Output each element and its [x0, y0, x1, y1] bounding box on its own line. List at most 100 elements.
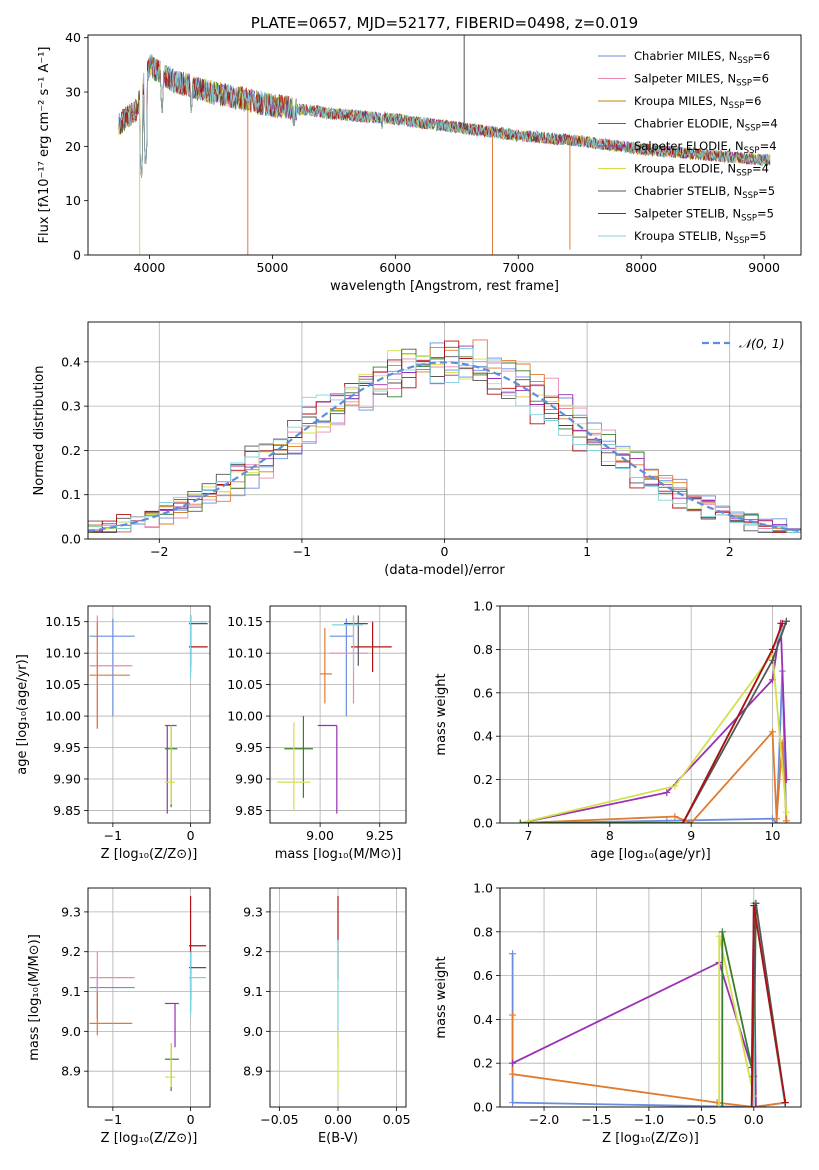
- spectrum-xtick-label: 5000: [256, 260, 288, 275]
- legend-entry: Chabrier ELODIE, NSSP=4: [634, 117, 778, 134]
- weight_vs_Z-marker: [509, 950, 517, 958]
- mass_vs_Z-ytick-label: 8.9: [61, 1064, 81, 1079]
- residuals-legend-label: 𝒩(0, 1): [739, 336, 785, 351]
- legend-tail: =4: [760, 139, 777, 153]
- spectrum-ytick-label: 0: [73, 248, 81, 263]
- weight_vs_Z-xtick-label: −1.0: [634, 1112, 664, 1127]
- age_vs_Z-xlabel: Z [log₁₀(Z/Z⊙)]: [101, 847, 198, 862]
- age_vs_mass-frame: [269, 605, 407, 824]
- age_vs_Z-xtick-label: −1: [104, 828, 122, 843]
- mass_vs_Z-frame: [87, 887, 211, 1108]
- weight_vs_age-marker: [769, 728, 777, 736]
- age_vs_mass-ytick-label: 9.85: [235, 803, 263, 818]
- legend-tail: =6: [744, 94, 761, 108]
- weight_vs_age-marker: [782, 817, 790, 823]
- mass_vs_Z-axes: −1 0 8.9 9.0 9.1 9.2 9.3: [61, 888, 210, 1127]
- weight_vs_Z-xtick-label: −2.0: [529, 1112, 559, 1127]
- weight_vs_Z-ytick-label: 0.0: [473, 1100, 493, 1115]
- weight_vs_age-frame: [499, 605, 802, 824]
- legend-entry: Chabrier MILES, NSSP=6: [634, 49, 770, 66]
- age_vs_mass-xtick-label: 9.25: [366, 828, 394, 843]
- weight_vs_Z-marker: [748, 1103, 756, 1107]
- weight_vs_Z-xtick-label: −0.5: [686, 1112, 716, 1127]
- spectrum-ytick-label: 30: [65, 85, 81, 100]
- residuals-hists: [88, 339, 801, 533]
- residuals-xlabel: (data-model)/error: [384, 563, 505, 578]
- weight_vs_Z-marker: [781, 1099, 789, 1107]
- legend-sub: SSP: [742, 191, 758, 201]
- age_vs_mass-xlabel: mass [log₁₀(M/M⊙)]: [275, 847, 402, 862]
- legend-tail: =4: [752, 162, 769, 176]
- weight_vs_age-ytick-label: 0.0: [473, 816, 493, 831]
- spectrum-xlabel: wavelength [Angstrom, rest frame]: [330, 279, 559, 294]
- weight_vs_age-ytick-label: 0.4: [473, 729, 493, 744]
- legend-tail: =5: [757, 207, 774, 221]
- age_vs_mass-axes: 9.00 9.25 9.85 9.90 9.95 10.00 10.05 10.10 10.15: [227, 606, 406, 843]
- mass_vs_Z-ytick-label: 9.1: [61, 984, 81, 999]
- age_vs_Z-ytick-label: 9.90: [53, 771, 81, 786]
- mass_vs_Z-ytick-label: 9.0: [61, 1024, 81, 1039]
- legend-text: Salpeter ELODIE, N: [634, 139, 744, 153]
- legend-text: Salpeter MILES, N: [634, 72, 736, 86]
- weight_vs_age-xtick-label: 8: [606, 828, 614, 843]
- mass_vs_Z-xtick-label: −1: [104, 1112, 122, 1127]
- mass_vs_Z-points: [89, 895, 207, 1092]
- legend-sub: SSP: [736, 79, 752, 89]
- mass_vs_EBV-ytick-label: 9.3: [243, 904, 263, 919]
- legend-entry: Salpeter MILES, NSSP=6: [634, 72, 769, 89]
- mass_vs_EBV-frame: [269, 887, 407, 1108]
- weight_vs_age-marker: [769, 645, 777, 653]
- weight_vs_Z-marker: [509, 1059, 517, 1067]
- legend-text: Chabrier STELIB, N: [634, 184, 742, 198]
- weight_vs_Z-marker: [509, 1070, 517, 1078]
- weight_vs_Z-marker: [715, 1103, 723, 1107]
- legend-text: Kroupa MILES, N: [634, 94, 729, 108]
- residuals-ytick-label: 0.3: [61, 399, 81, 414]
- weight_vs_age-marker: [663, 817, 671, 823]
- mass_vs_EBV-xtick-label: 0.00: [324, 1112, 352, 1127]
- mass_vs_EBV-ytick-label: 9.1: [243, 984, 263, 999]
- residuals-ytick-label: 0.1: [61, 487, 81, 502]
- mass_vs_EBV-ytick-label: 9.2: [243, 944, 263, 959]
- residuals-ylabel: Normed distribution: [32, 366, 47, 496]
- legend-sub: SSP: [744, 146, 760, 156]
- weight_vs_age-marker: [516, 819, 524, 823]
- spectrum-title: PLATE=0657, MJD=52177, FIBERID=0498, z=0…: [251, 14, 638, 32]
- legend-text: Chabrier ELODIE, N: [634, 117, 745, 131]
- legend-tail: =5: [749, 229, 766, 243]
- legend-sub: SSP: [729, 101, 745, 111]
- age_vs_mass-ytick-label: 10.10: [227, 646, 263, 661]
- legend-entry: Kroupa STELIB, NSSP=5: [634, 229, 766, 246]
- weight_vs_age-xtick-label: 7: [524, 828, 532, 843]
- weight_vs_age-axes: 7 8 9 10 0.0 0.2 0.4 0.6 0.8 1.0: [473, 599, 801, 843]
- spectrum-xtick-label: 8000: [625, 260, 657, 275]
- age_vs_mass-points: [277, 615, 392, 814]
- legend-text: Salpeter STELIB, N: [634, 207, 741, 221]
- residuals-frame: [87, 321, 802, 540]
- weight_vs_Z-xtick-label: −1.5: [581, 1112, 611, 1127]
- spectrum-ytick-label: 20: [65, 139, 81, 154]
- legend-tail: =5: [758, 184, 775, 198]
- weight_vs_Z-frame: [499, 887, 802, 1108]
- weight_vs_age-series-salpeter_elodie: [520, 623, 788, 823]
- age_vs_Z-ytick-label: 9.85: [53, 803, 81, 818]
- legend-text: Kroupa ELODIE, N: [634, 162, 736, 176]
- legend-entry: Kroupa ELODIE, NSSP=4: [634, 162, 769, 179]
- age_vs_Z-ytick-label: 10.05: [45, 677, 81, 692]
- weight_vs_age-marker: [782, 808, 790, 816]
- legend-tail: =6: [753, 49, 770, 63]
- age_vs_Z-ytick-label: 10.15: [45, 614, 81, 629]
- age_vs_mass-xtick-label: 9.00: [306, 828, 334, 843]
- residuals-xtick-label: 0: [441, 544, 449, 559]
- spectrum-ylabel: Flux [fλ10⁻¹⁷ erg cm⁻² s⁻¹ A⁻¹]: [37, 47, 52, 244]
- legend-sub: SSP: [734, 236, 750, 246]
- legend-entry: Kroupa MILES, NSSP=6: [634, 94, 761, 111]
- spectrum-xtick-label: 7000: [502, 260, 534, 275]
- mass_vs_EBV-ytick-label: 9.0: [243, 1024, 263, 1039]
- age_vs_Z-frame: [87, 605, 211, 824]
- residuals-ytick-label: 0.2: [61, 443, 81, 458]
- mass_vs_EBV-axes: −0.05 0.00 0.05 8.9 9.0 9.1 9.2 9.3: [243, 888, 411, 1127]
- weight_vs_age-ytick-label: 0.8: [473, 642, 493, 657]
